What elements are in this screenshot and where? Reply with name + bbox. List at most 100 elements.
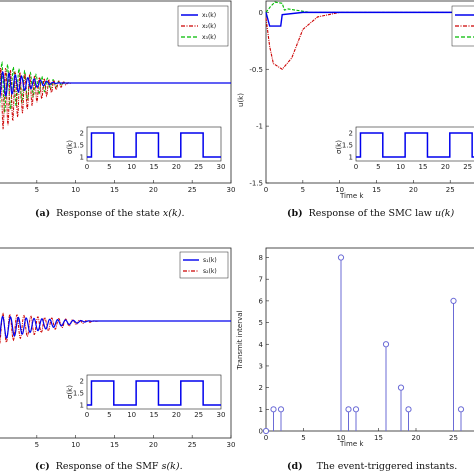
panel-b-inset-ytick: 1.5 <box>342 142 353 150</box>
panel-b-ylabel: u(k) <box>237 93 245 107</box>
panel-c-inset-xtick: 0 <box>85 411 89 419</box>
panel-b-legend <box>451 5 474 47</box>
panel-b-xtick-label: 0 <box>264 186 268 194</box>
panel-c-xtick-label: 25 <box>188 441 197 449</box>
series-x3-line <box>0 60 231 113</box>
stem-marker <box>270 406 277 413</box>
series-x2-line <box>0 67 231 130</box>
panel-d-ytick-label: 4 <box>259 341 264 349</box>
caption-a: (a) Response of the state x(k). <box>35 208 184 219</box>
panel-b-series-green <box>265 1 474 13</box>
panel-b-xtick-label: 20 <box>409 186 418 194</box>
stem-marker <box>345 406 352 413</box>
panel-b-series-blue <box>265 11 474 27</box>
panel-b-inset-xtick: 25 <box>463 163 472 171</box>
panel-b-inset-ytick: 1 <box>349 154 353 162</box>
panel-b-inset-xtick: 15 <box>419 163 428 171</box>
panel-a-inset-xtick: 0 <box>85 163 89 171</box>
panel-d-xtick-label: 5 <box>301 434 305 442</box>
panel-b-xtick-label: 10 <box>335 186 344 194</box>
legend-x3: x₃(k) <box>202 34 216 41</box>
inset-b-ylabel: σ(k) <box>335 140 343 154</box>
stem-marker <box>450 297 457 304</box>
panel-b-control-law: 0-0.5-1-1.5 0 5 10 15 20 25 u(k) Time k 11.52… <box>237 0 474 200</box>
panel-b-axes-box <box>265 0 474 184</box>
panel-d-xlabel: Time k <box>339 440 364 448</box>
panel-c-xtick-label: 15 <box>110 441 119 449</box>
panel-c-inset: 11.520 5 10 15 20 25 30 σ(k) <box>66 374 226 419</box>
panel-b-inset-xtick: 0 <box>354 163 358 171</box>
panel-a-inset-ytick: 1 <box>80 154 84 162</box>
panel-b-inset-xtick: 5 <box>376 163 380 171</box>
stem-marker <box>352 406 360 413</box>
panel-b-inset-xtick: 10 <box>396 163 405 171</box>
panel-c-inset-xtick: 25 <box>194 411 203 419</box>
panel-b-xtick-label: 25 <box>446 186 455 194</box>
panel-b-inset-xtick: 20 <box>441 163 450 171</box>
stem-marker <box>457 406 465 413</box>
panel-d-axes-box <box>265 247 474 432</box>
panel-a-inset: 11.520 5 10 15 20 25 30 σ(k) <box>66 126 226 171</box>
panel-d-ytick-label: 8 <box>259 254 263 262</box>
panel-d-ytick-label: 5 <box>259 319 263 327</box>
stem-marker <box>397 384 405 391</box>
panel-d-ylabel: Transmit interval <box>236 310 244 370</box>
legend-s2: s₂(k) <box>203 268 217 275</box>
panel-b-inset-sigma-signal <box>356 132 474 158</box>
caption-d: (d) The event-triggered instants. <box>287 461 457 472</box>
panel-c-inset-ytick: 1.5 <box>73 390 84 398</box>
panel-c-xtick-label: 20 <box>149 441 158 449</box>
panel-a-state-response: 5 10 15 20 25 30 x₁(k) x₂(k) x₃(k) 11.520 5 10 1… <box>0 0 235 194</box>
panel-b-xtick-label: 5 <box>301 186 305 194</box>
panel-a-inset-xtick: 5 <box>107 163 111 171</box>
panel-d-xtick-label: 10 <box>337 434 346 442</box>
panel-c-inset-ytick: 1 <box>80 402 84 410</box>
panel-d-ytick-label: 3 <box>259 362 263 370</box>
series-x1-line <box>0 70 231 99</box>
panel-c-inset-sigma-signal <box>87 380 221 406</box>
stem-marker <box>405 406 412 413</box>
panel-b-series-red <box>265 11 474 70</box>
panel-b-ytick-label: 0 <box>259 9 263 17</box>
panel-d-xtick-label: 20 <box>412 434 421 442</box>
stem-marker <box>262 427 270 435</box>
panel-a-inset-xtick: 30 <box>217 163 226 171</box>
panel-d-ytick-label: 0 <box>259 428 263 436</box>
panel-b-inset-ytick: 2 <box>349 130 353 138</box>
inset-c-ylabel: σ(k) <box>66 385 74 399</box>
legend-x1: x₁(k) <box>202 12 216 19</box>
legend-s1: s₁(k) <box>203 257 217 264</box>
caption-b: (b) Response of the SMC law u(k) <box>287 208 455 219</box>
panel-b-ytick-label: -1.5 <box>249 180 263 188</box>
legend-x2: x₂(k) <box>202 23 216 30</box>
inset-a-ylabel: σ(k) <box>66 140 74 154</box>
caption-c: (c) Response of the SMF s(k). <box>35 461 183 472</box>
panel-c-inset-xtick: 30 <box>217 411 226 419</box>
stem-marker <box>382 341 390 348</box>
panel-a-inset-sigma-signal <box>87 132 221 158</box>
panel-b-inset: 11.520 5 10 15 20 25 σ(k) <box>335 126 474 171</box>
panel-a-xtick-label: 20 <box>149 186 158 194</box>
panel-a-inset-xtick: 10 <box>127 163 136 171</box>
panel-d-event-triggered: 0 1 2 3 4 5 6 7 8 0 5 10 15 20 25 Transmit interval T… <box>236 247 474 448</box>
panel-c-smf: 5 10 15 20 25 30 s₁(k) s₂(k) 11.520 5 10 15 20 25 3… <box>0 247 235 449</box>
stem-marker <box>337 254 345 261</box>
panel-d-ytick-label: 2 <box>259 384 263 392</box>
panel-a-inset-ytick: 1.5 <box>73 142 84 150</box>
panel-d-xtick-label: 0 <box>264 434 268 442</box>
panel-d-ytick-label: 7 <box>259 276 263 284</box>
panel-d-xtick-label: 15 <box>374 434 383 442</box>
panel-a-inset-ytick: 2 <box>80 130 84 138</box>
panel-b-ytick-label: -0.5 <box>249 66 263 74</box>
panel-c-inset-xtick: 10 <box>127 411 136 419</box>
panel-c-inset-xtick: 15 <box>150 411 159 419</box>
panel-a-xtick-label: 10 <box>71 186 80 194</box>
panel-c-xtick-label: 5 <box>35 441 39 449</box>
panel-c-inset-xtick: 20 <box>172 411 181 419</box>
panel-a-inset-xtick: 25 <box>194 163 203 171</box>
panel-d-ytick-label: 6 <box>259 297 264 305</box>
panel-c-inset-ytick: 2 <box>80 378 84 386</box>
panel-a-xtick-label: 5 <box>35 186 39 194</box>
panel-c-xtick-label: 10 <box>71 441 80 449</box>
